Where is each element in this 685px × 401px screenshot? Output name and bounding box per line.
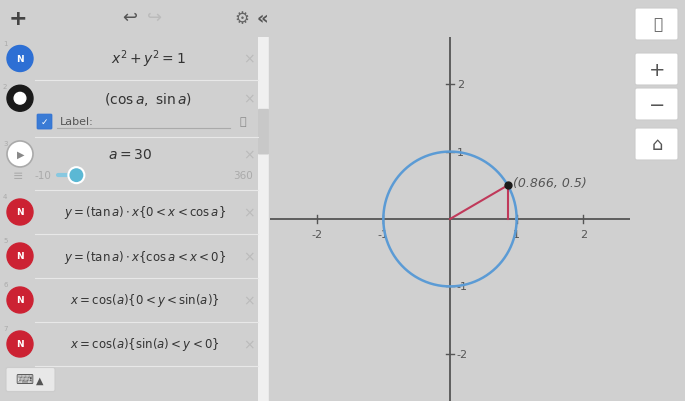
Text: -1: -1 — [457, 282, 468, 292]
Text: +: + — [649, 60, 666, 79]
Text: N: N — [16, 339, 24, 348]
Text: ×: × — [243, 337, 255, 351]
Text: (0.866, 0.5): (0.866, 0.5) — [513, 177, 587, 190]
FancyBboxPatch shape — [6, 368, 55, 391]
Circle shape — [7, 142, 33, 168]
Text: 2: 2 — [457, 80, 464, 90]
Text: ↪: ↪ — [147, 9, 162, 27]
Text: ×: × — [243, 249, 255, 263]
Text: ▶: ▶ — [17, 150, 25, 160]
Text: $x = \cos(a)\{\sin(a) < y < 0\}$: $x = \cos(a)\{\sin(a) < y < 0\}$ — [70, 336, 220, 352]
Text: -2: -2 — [457, 349, 468, 359]
Text: 🔧: 🔧 — [653, 18, 662, 32]
Circle shape — [7, 47, 33, 72]
Text: 6: 6 — [3, 281, 8, 287]
Text: +: + — [9, 9, 27, 29]
FancyBboxPatch shape — [635, 129, 678, 160]
Circle shape — [14, 93, 26, 105]
Text: $y = (\tan a) \cdot x\{0 < x < \cos a\}$: $y = (\tan a) \cdot x\{0 < x < \cos a\}$ — [64, 204, 226, 221]
Circle shape — [7, 287, 33, 313]
Text: 1: 1 — [3, 41, 8, 47]
Text: $(\cos a,\ \sin a)$: $(\cos a,\ \sin a)$ — [104, 91, 192, 107]
Text: N: N — [16, 207, 24, 217]
Text: «: « — [256, 10, 268, 28]
Text: ⌂: ⌂ — [652, 136, 663, 154]
Text: 360: 360 — [233, 171, 253, 181]
Text: N: N — [16, 55, 24, 63]
Text: -1: -1 — [378, 229, 389, 239]
FancyBboxPatch shape — [258, 109, 269, 155]
Bar — [258, 38, 270, 401]
Text: −: − — [649, 95, 666, 114]
Text: $x = \cos(a)\{0 < y < \sin(a)\}$: $x = \cos(a)\{0 < y < \sin(a)\}$ — [70, 292, 220, 309]
FancyBboxPatch shape — [635, 89, 678, 121]
Text: $x^2 + y^2 = 1$: $x^2 + y^2 = 1$ — [110, 49, 186, 70]
Circle shape — [7, 86, 33, 112]
Text: ×: × — [243, 53, 255, 66]
Text: $a = 30$: $a = 30$ — [108, 148, 152, 162]
FancyBboxPatch shape — [635, 9, 678, 41]
Text: Label:: Label: — [60, 117, 94, 127]
Text: 2: 2 — [3, 84, 8, 90]
Text: 1: 1 — [457, 147, 464, 157]
Circle shape — [7, 243, 33, 269]
Circle shape — [7, 200, 33, 225]
Text: ✓: ✓ — [40, 117, 48, 126]
Text: 7: 7 — [3, 325, 8, 331]
Text: 4: 4 — [3, 194, 8, 200]
Text: ⚙: ⚙ — [234, 10, 249, 28]
Text: ×: × — [243, 92, 255, 106]
Text: 2: 2 — [580, 229, 587, 239]
Text: 3: 3 — [3, 141, 8, 147]
Text: ×: × — [243, 148, 255, 162]
Circle shape — [68, 168, 84, 184]
FancyBboxPatch shape — [37, 115, 52, 130]
Text: 5: 5 — [3, 237, 8, 243]
Text: -2: -2 — [311, 229, 322, 239]
Text: N: N — [16, 251, 24, 260]
Text: -10: -10 — [34, 171, 51, 181]
Text: ×: × — [243, 205, 255, 219]
FancyBboxPatch shape — [635, 54, 678, 86]
Text: ×: × — [243, 293, 255, 307]
Text: $y = (\tan a) \cdot x\{\cos a < x < 0\}$: $y = (\tan a) \cdot x\{\cos a < x < 0\}$ — [64, 248, 226, 265]
Text: 🔧: 🔧 — [240, 117, 247, 127]
Circle shape — [7, 331, 33, 357]
Text: ≡: ≡ — [13, 169, 23, 182]
Text: ↩: ↩ — [123, 9, 138, 27]
Text: ▲: ▲ — [36, 375, 44, 385]
Text: 1: 1 — [513, 229, 520, 239]
Text: ⌨: ⌨ — [15, 373, 33, 386]
Text: N: N — [16, 295, 24, 304]
